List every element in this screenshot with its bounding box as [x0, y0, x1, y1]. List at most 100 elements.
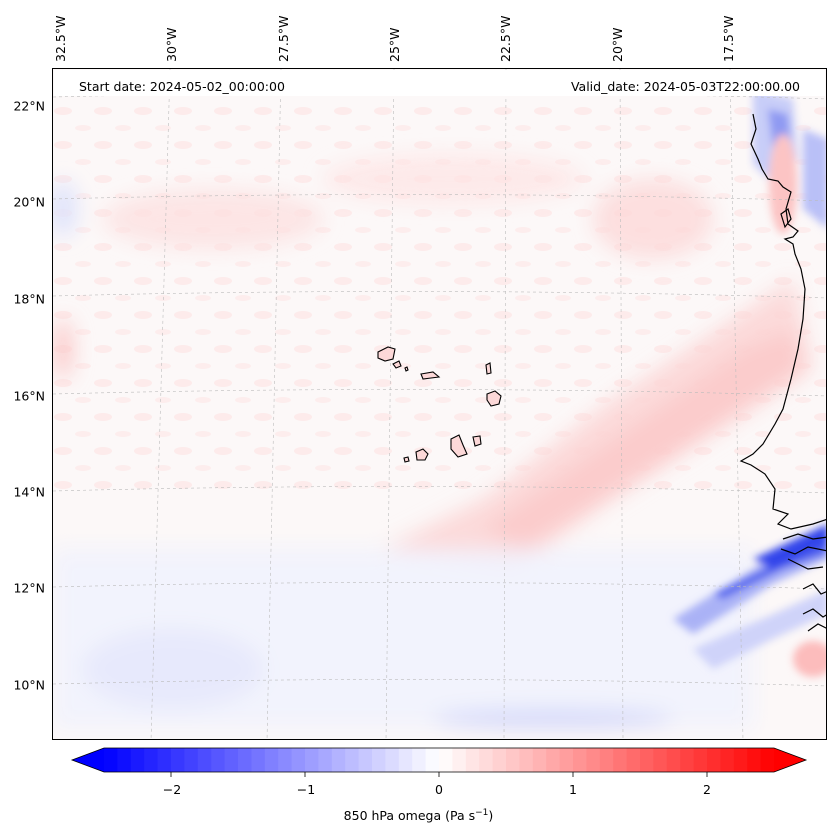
- positive-omega-patch: [53, 319, 73, 379]
- colorbar-segment: [305, 748, 319, 772]
- colorbar-segment: [238, 748, 252, 772]
- lon-label-32-5w: 32.5°W: [53, 15, 68, 62]
- coastline: [739, 113, 826, 632]
- island-santo-antao: [377, 346, 396, 362]
- lat-label-16n: 16°N: [13, 388, 45, 404]
- colorbar-segment: [197, 748, 212, 772]
- negative-omega-patch: [433, 709, 673, 729]
- colorbar-segment: [506, 748, 520, 772]
- colorbar-segment: [559, 748, 574, 772]
- colorbar-segment: [492, 748, 507, 772]
- colorbar-outline: [70, 747, 808, 773]
- colorbar-segment: [653, 748, 668, 772]
- negative-omega-patch: [53, 181, 77, 237]
- colorbar-segment: [130, 748, 145, 772]
- colorbar-tick-label: −1: [296, 782, 316, 797]
- lat-label-22n: 22°N: [13, 98, 45, 114]
- lon-label-22-5w: 22.5°W: [498, 15, 513, 62]
- island-brava: [403, 456, 410, 463]
- colorbar-segment: [345, 748, 360, 772]
- graticule: [53, 69, 826, 739]
- colorbar-segment: [224, 748, 239, 772]
- coastal-ascent-inland: [803, 129, 826, 228]
- colorbar-segment: [733, 748, 748, 772]
- colorbar-tick-label: 1: [569, 782, 577, 797]
- positive-omega-patch: [323, 154, 583, 204]
- colorbar-segment: [184, 748, 199, 772]
- colorbar-segment: [117, 748, 132, 772]
- island-sao-nicolau: [420, 371, 441, 380]
- colorbar-segment: [358, 748, 373, 772]
- colorbar-segment: [211, 748, 226, 772]
- colorbar-segment: [439, 748, 453, 772]
- map-panel: Start date: 2024-05-02_00:00:00 Valid_da…: [52, 68, 827, 740]
- colorbar-tick-label: 2: [703, 782, 711, 797]
- island-boa-vista: [486, 390, 502, 407]
- colorbar-segment: [680, 748, 695, 772]
- colorbar-units: Pa s: [450, 808, 476, 824]
- colorbar-segment: [546, 748, 561, 772]
- island-sal: [485, 362, 492, 375]
- colorbar-segment: [144, 748, 159, 772]
- colorbar-tick-label: −2: [162, 782, 182, 797]
- colorbar-min-extension: [72, 748, 104, 772]
- colorbar-segment: [760, 748, 775, 772]
- lon-label-30w: 30°W: [164, 27, 179, 62]
- lon-label-20w: 20°W: [610, 27, 625, 62]
- colorbar-segments: [104, 748, 775, 772]
- colorbar-segment: [707, 748, 721, 772]
- positive-omega-patch: [103, 189, 323, 249]
- colorbar-segment: [599, 748, 614, 772]
- colorbar-segment: [104, 748, 118, 772]
- start-date-label: Start date: 2024-05-02_00:00:00: [79, 79, 285, 94]
- colorbar-segment: [425, 748, 440, 772]
- lat-label-12n: 12°N: [13, 580, 45, 596]
- colorbar-segment: [251, 748, 266, 772]
- colorbar-segment: [171, 748, 185, 772]
- island-santiago: [450, 434, 468, 458]
- southern-descent-patch: [793, 641, 826, 677]
- cape-verde-islands: [377, 346, 502, 463]
- island-fogo: [415, 448, 429, 461]
- colorbar-segment: [573, 748, 587, 772]
- colorbar-segment: [747, 748, 762, 772]
- lat-label-14n: 14°N: [13, 484, 45, 500]
- lat-label-20n: 20°N: [13, 194, 45, 210]
- colorbar-segment: [291, 748, 306, 772]
- positive-omega-patch: [593, 179, 713, 259]
- colorbar-tick-marks: [170, 772, 708, 777]
- colorbar-segment: [372, 748, 386, 772]
- colorbar-segment: [452, 748, 467, 772]
- lat-label-18n: 18°N: [13, 291, 45, 307]
- island-sao-vicente: [392, 360, 402, 369]
- positive-omega-band: [383, 279, 813, 569]
- lon-label-25w: 25°W: [387, 27, 402, 62]
- colorbar-segment: [157, 748, 172, 772]
- coastal-features: [673, 89, 826, 677]
- southern-ascent-band: [693, 589, 826, 669]
- colorbar-segment: [693, 748, 708, 772]
- colorbar-units-exponent: −1: [475, 808, 489, 818]
- colorbar-segment: [666, 748, 681, 772]
- gambia-ascent-max: [753, 524, 826, 569]
- colorbar-tick-label: 0: [435, 782, 443, 797]
- colorbar-segment: [479, 748, 494, 772]
- colorbar-segment: [532, 748, 547, 772]
- colorbar-segment: [385, 748, 400, 772]
- colorbar-label: 850 hPa omega (Pa s−1): [343, 808, 494, 824]
- colorbar-segment: [278, 748, 293, 772]
- colorbar-segment: [640, 748, 654, 772]
- colorbar-variable: 850 hPa omega: [343, 808, 442, 824]
- smooth-field-features: [53, 154, 813, 729]
- colorbar-segment: [465, 748, 480, 772]
- coastal-descent-patch: [769, 134, 797, 234]
- colorbar-max-extension: [774, 748, 806, 772]
- omega-field: [53, 69, 826, 739]
- lon-label-27-5w: 27.5°W: [276, 15, 291, 62]
- positive-omega-core: [483, 329, 803, 549]
- date-info-bar: Start date: 2024-05-02_00:00:00 Valid_da…: [54, 70, 825, 96]
- lon-label-17-5w: 17.5°W: [721, 15, 736, 62]
- lat-label-10n: 10°N: [13, 677, 45, 693]
- colorbar-segment: [412, 748, 427, 772]
- colorbar-segment: [720, 748, 735, 772]
